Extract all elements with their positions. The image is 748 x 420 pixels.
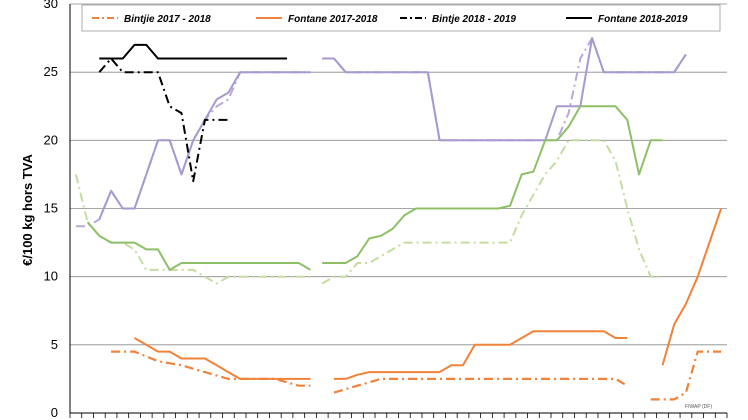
y-tick-label: 5: [51, 337, 58, 352]
series-line-6: [98, 57, 229, 183]
y-tick-label: 10: [44, 269, 58, 284]
y-tick-label: 25: [44, 64, 58, 79]
legend-label: Fontane 2017-2018: [288, 14, 378, 25]
series-line-3: [98, 37, 687, 220]
grid-lines: [69, 3, 728, 418]
legend-label: Bintjie 2017 - 2018: [124, 14, 211, 25]
source-note: FIWAP (DF): [685, 404, 712, 410]
plot-area: [74, 37, 723, 401]
legend-label: Bintje 2018 - 2019: [432, 14, 516, 25]
y-axis-label: €/100 kg hors TVA: [20, 154, 35, 266]
series-line-7: [99, 43, 287, 60]
series-line-5: [86, 105, 663, 271]
series-line-1: [134, 208, 723, 380]
legend: Bintjie 2017 - 2018 Fontane 2017-2018 Bint…: [81, 4, 721, 32]
y-tick-label: 15: [44, 201, 58, 216]
series-line-4: [74, 139, 663, 285]
y-tick-label: 30: [44, 0, 58, 11]
y-tick-label: 20: [44, 132, 58, 147]
legend-label: Fontane 2018-2019: [598, 14, 688, 25]
y-tick-label: 0: [51, 405, 58, 420]
y-tick-labels: 0 5 10 15 20 25 30: [44, 0, 58, 420]
series-line-0: [111, 350, 722, 401]
series-line-2: [75, 37, 687, 228]
